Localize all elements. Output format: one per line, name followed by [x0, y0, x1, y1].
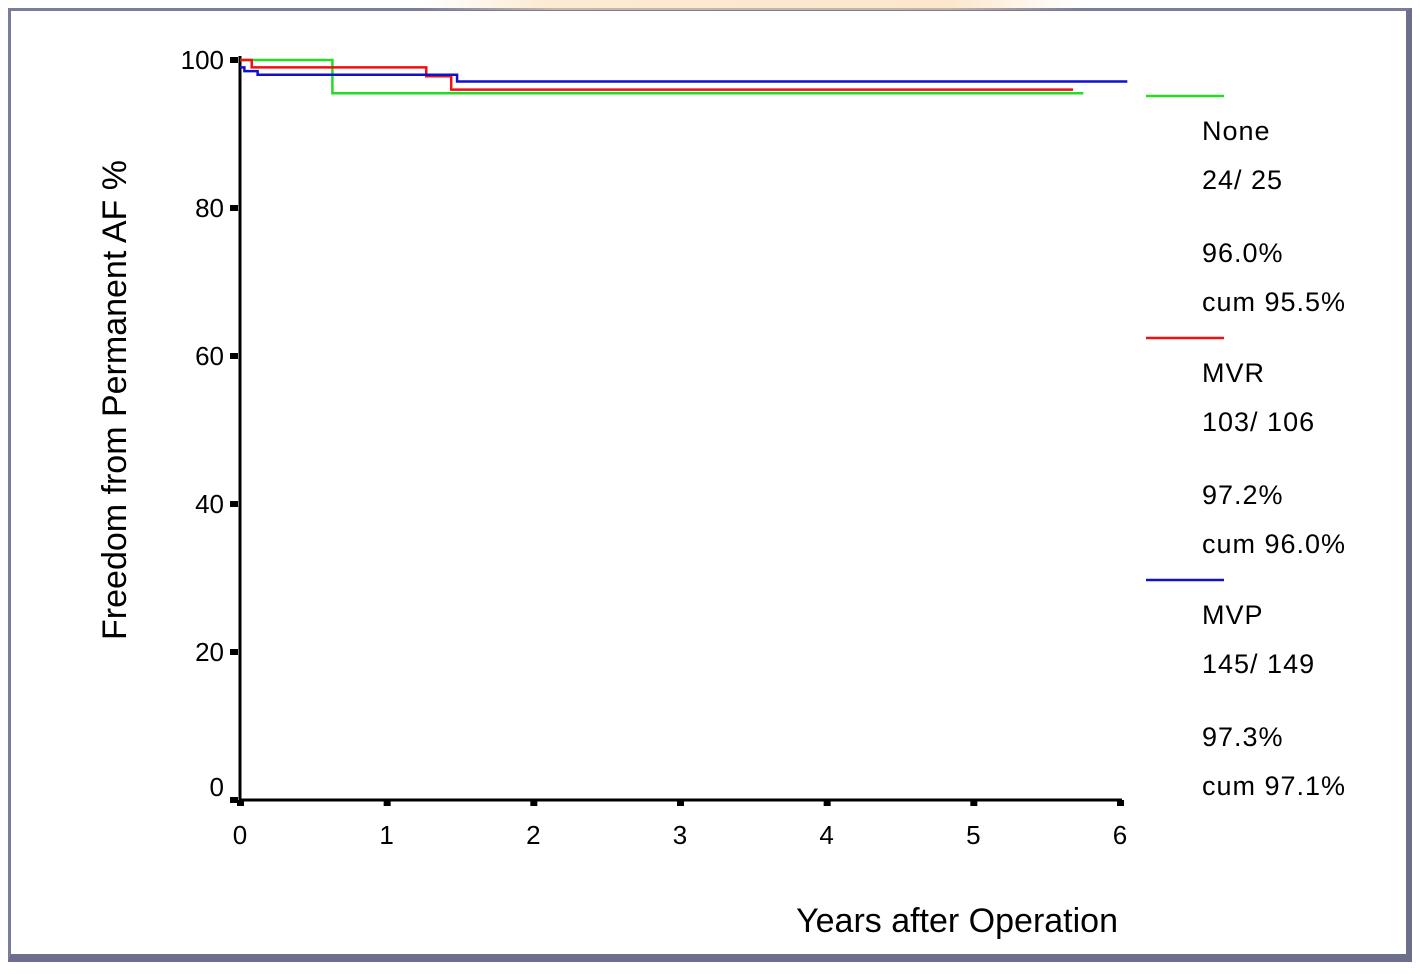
- x-tick-label: 0: [233, 820, 247, 850]
- y-tick-mark: [230, 797, 238, 803]
- x-tick-mark: [530, 800, 538, 806]
- legend-text: 96.0%: [1202, 238, 1284, 268]
- y-tick-mark: [230, 501, 238, 507]
- series-line-mvp: [240, 66, 1128, 83]
- x-tick-mark: [970, 800, 978, 806]
- x-tick-mark: [677, 800, 684, 806]
- y-tick-mark: [230, 205, 238, 211]
- x-tick-label: 4: [819, 820, 833, 850]
- series-lines: [240, 58, 1128, 95]
- x-tick-mark: [823, 800, 831, 806]
- series-line-mvr: [240, 58, 1074, 91]
- legend: None 24/ 25 96.0% cum 95.5% MVR 103/ 106 97.2%…: [1146, 94, 1346, 801]
- x-tick-label: 1: [379, 820, 393, 850]
- legend-text: 145/ 149: [1202, 649, 1315, 679]
- y-tick-label: 40: [195, 489, 224, 519]
- legend-text: cum 97.1%: [1202, 771, 1346, 801]
- x-tick-mark: [383, 800, 391, 806]
- y-tick-mark: [230, 57, 238, 63]
- legend-text: 24/ 25: [1202, 165, 1283, 195]
- y-tick-mark: [230, 649, 238, 655]
- legend-text: MVP: [1202, 600, 1264, 630]
- x-tick-mark: [1117, 800, 1124, 806]
- legend-text: 97.3%: [1202, 722, 1284, 752]
- y-tick-label: 60: [195, 341, 224, 371]
- y-tick-mark: [230, 353, 238, 359]
- legend-text: MVR: [1202, 358, 1265, 388]
- legend-text: cum 96.0%: [1202, 529, 1346, 559]
- legend-text: None: [1202, 116, 1271, 146]
- x-axis-title: Years after Operation: [796, 902, 1118, 940]
- legend-text: 97.2%: [1202, 480, 1284, 510]
- x-tick-label: 2: [526, 820, 540, 850]
- x-tick-label: 3: [673, 820, 687, 850]
- y-tick-label: 20: [195, 637, 224, 667]
- y-tick-label: 80: [195, 193, 224, 223]
- series-line-none: [240, 58, 1084, 95]
- y-tick-label: 0: [210, 772, 224, 802]
- x-tick-label: 5: [966, 820, 980, 850]
- y-axis-title: Freedom from Permanent AF %: [96, 160, 134, 640]
- y-tick-label: 100: [181, 45, 224, 75]
- x-tick-label: 6: [1113, 820, 1127, 850]
- x-tick-mark: [237, 800, 244, 806]
- legend-text: cum 95.5%: [1202, 287, 1346, 317]
- legend-text: 103/ 106: [1202, 407, 1315, 437]
- axes: [238, 56, 1122, 802]
- top-accent-decoration: [420, 0, 1080, 10]
